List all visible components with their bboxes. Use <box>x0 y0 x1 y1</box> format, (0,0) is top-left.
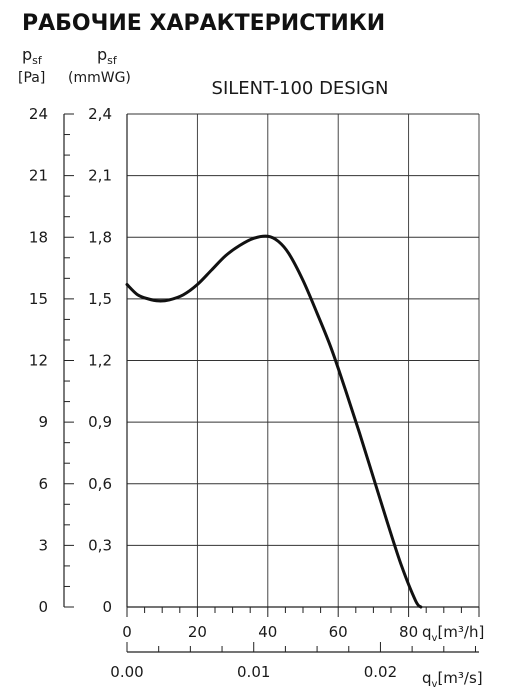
y-right-label: psf <box>97 45 118 67</box>
page-title: РАБОЧИЕ ХАРАКТЕРИСТИКИ <box>22 11 385 36</box>
y-left-tick-label: 0 <box>38 598 48 616</box>
y-right-tick-label: 1,8 <box>88 228 112 246</box>
y-right-tick-label: 2,1 <box>88 167 112 185</box>
y-right-tick-label: 2,4 <box>88 105 112 123</box>
tick-labels: 0 3 6 9 12 15 18 21 24 0 0,3 0,6 0,9 1,2 1,5 1,8 2,1 2,4 0… <box>29 105 418 681</box>
y-left-tick-label: 24 <box>29 105 48 123</box>
grid <box>127 113 480 608</box>
y-left-unit: [Pa] <box>18 70 45 86</box>
y-right-unit: (mmWG) <box>68 70 131 86</box>
x-m3h-tick-label: 40 <box>258 623 277 641</box>
x-label-m3s: qv[m³/s] <box>422 669 483 690</box>
y-left-tick-label: 3 <box>38 536 48 554</box>
y-left-tick-label: 18 <box>29 228 48 246</box>
axes <box>63 113 480 653</box>
y-left-tick-label: 12 <box>29 352 48 370</box>
x-label-m3h: qv[m³/h] <box>422 623 484 644</box>
x-m3s-tick-label: 0.01 <box>237 663 270 681</box>
y-right-tick-label: 1,5 <box>88 290 112 308</box>
x-m3s-tick-label: 0.02 <box>364 663 397 681</box>
x-m3h-tick-label: 60 <box>329 623 348 641</box>
performance-curve <box>125 234 423 609</box>
y-left-label: psf <box>22 45 43 67</box>
x-m3s-tick-label: 0.00 <box>110 663 143 681</box>
y-right-tick-label: 0,9 <box>88 413 112 431</box>
y-left-tick-label: 6 <box>38 475 48 493</box>
chart-title: SILENT-100 DESIGN <box>212 78 389 99</box>
y-left-tick-label: 9 <box>38 413 48 431</box>
y-right-tick-label: 0,6 <box>88 475 112 493</box>
y-left-tick-label: 21 <box>29 167 48 185</box>
y-right-tick-label: 0,3 <box>88 536 112 554</box>
x-m3h-tick-label: 20 <box>188 623 207 641</box>
series-layer <box>125 234 423 609</box>
y-left-tick-label: 15 <box>29 290 48 308</box>
x-m3h-tick-label: 0 <box>122 623 132 641</box>
y-right-tick-label: 0 <box>102 598 112 616</box>
y-right-tick-label: 1,2 <box>88 352 112 370</box>
x-m3h-tick-label: 80 <box>399 623 418 641</box>
